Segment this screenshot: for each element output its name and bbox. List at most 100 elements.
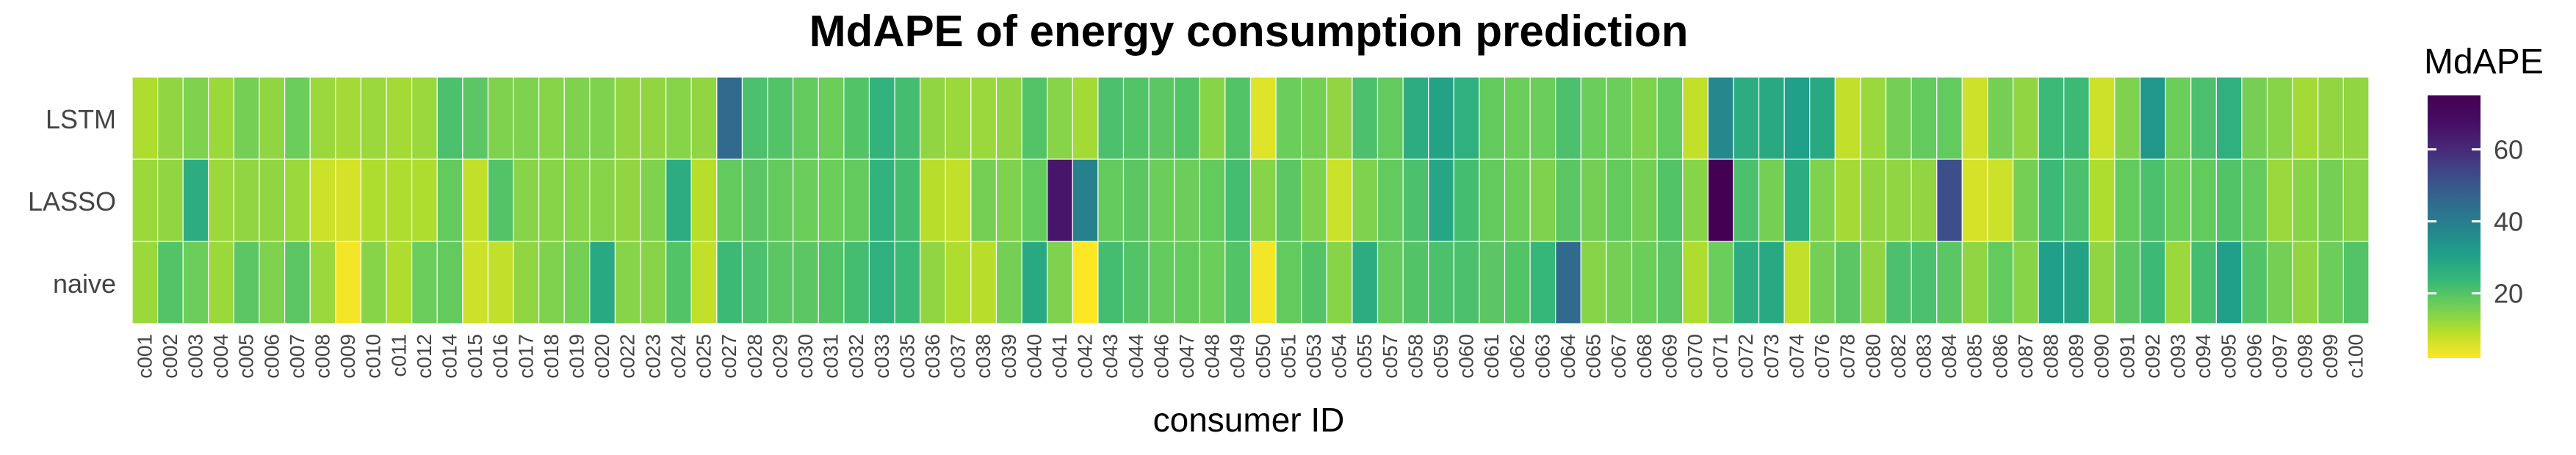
- heatmap-cell: [1656, 159, 1684, 242]
- heatmap-cell: [716, 159, 743, 242]
- column-label: c002: [159, 334, 181, 379]
- heatmap-cell: [945, 159, 972, 242]
- heatmap-cell: [2241, 159, 2268, 242]
- heatmap-cell: [1148, 241, 1175, 324]
- column-label: c007: [286, 334, 309, 379]
- heatmap-cell: [182, 159, 209, 242]
- heatmap-cell: [1199, 76, 1226, 160]
- heatmap-cell: [2114, 241, 2141, 324]
- heatmap-cell: [309, 159, 336, 242]
- heatmap-cell: [487, 76, 514, 160]
- heatmap-cell: [2190, 76, 2217, 160]
- heatmap-cell: [1961, 159, 1988, 242]
- heatmap-cell: [2241, 241, 2268, 324]
- heatmap-cell: [767, 76, 794, 160]
- column-label: c087: [2014, 334, 2037, 379]
- column-label: c072: [1734, 334, 1757, 379]
- heatmap-cell: [1809, 76, 1836, 160]
- column-label: c051: [1277, 334, 1299, 379]
- heatmap-cell: [1148, 76, 1175, 160]
- heatmap-cell: [843, 241, 870, 324]
- heatmap-cell: [1021, 76, 1048, 160]
- heatmap-cell: [2114, 159, 2141, 242]
- heatmap-cell: [2139, 159, 2166, 242]
- column-label: c074: [1785, 334, 1808, 379]
- heatmap-cell: [1402, 241, 1429, 324]
- heatmap-cell: [894, 159, 921, 242]
- heatmap-cell: [1174, 241, 1200, 324]
- column-label: c014: [439, 334, 461, 379]
- column-label: c012: [413, 334, 436, 379]
- heatmap-cell: [538, 241, 565, 324]
- heatmap-cell: [1809, 241, 1836, 324]
- heatmap-cell: [2215, 241, 2243, 324]
- heatmap-cell: [1224, 159, 1252, 242]
- heatmap-cell: [1885, 76, 1912, 160]
- heatmap-cell: [1860, 159, 1887, 242]
- heatmap-cell: [818, 159, 845, 242]
- heatmap-cell: [2114, 76, 2141, 160]
- heatmap-cell: [945, 241, 972, 324]
- heatmap-cell: [1453, 159, 1480, 242]
- heatmap-cell: [1834, 159, 1861, 242]
- heatmap-cell: [233, 76, 260, 160]
- heatmap-cell: [1707, 159, 1734, 242]
- heatmap-cell: [1275, 159, 1302, 242]
- heatmap-cell: [2342, 159, 2370, 242]
- heatmap-cell: [665, 76, 692, 160]
- x-axis-label: consumer ID: [1153, 401, 1345, 439]
- heatmap-cell: [2292, 76, 2319, 160]
- heatmap-cell: [945, 76, 972, 160]
- heatmap-cell: [2165, 241, 2192, 324]
- heatmap-cell: [818, 76, 845, 160]
- column-label: c097: [2268, 334, 2291, 379]
- heatmap-cell: [1174, 159, 1200, 242]
- heatmap-cell: [1428, 76, 1454, 160]
- heatmap-cell: [1580, 159, 1607, 242]
- heatmap-cell: [2266, 76, 2293, 160]
- heatmap-cell: [1097, 241, 1125, 324]
- heatmap-cell: [131, 241, 159, 324]
- heatmap-cell: [513, 159, 540, 242]
- column-label: c030: [794, 334, 817, 379]
- heatmap-cell: [1199, 159, 1226, 242]
- column-label: c069: [1658, 334, 1681, 379]
- column-label: c057: [1379, 334, 1401, 379]
- heatmap-cell: [335, 241, 362, 324]
- heatmap-cell: [2165, 159, 2192, 242]
- heatmap-cell: [1224, 241, 1252, 324]
- heatmap-cell: [1783, 241, 1811, 324]
- heatmap-cell: [1961, 76, 1988, 160]
- heatmap-cell: [2241, 76, 2268, 160]
- column-label: c068: [1633, 334, 1656, 379]
- column-label: c065: [1582, 334, 1605, 379]
- heatmap-cell: [894, 76, 921, 160]
- heatmap-cell: [487, 159, 514, 242]
- heatmap-cell: [2063, 76, 2090, 160]
- heatmap-cell: [1758, 159, 1785, 242]
- heatmap-cell: [690, 76, 718, 160]
- heatmap-cell: [411, 76, 438, 160]
- heatmap-cell: [1783, 159, 1811, 242]
- heatmap-cell: [1682, 159, 1709, 242]
- heatmap-cell: [1936, 241, 1963, 324]
- heatmap-cell: [360, 241, 387, 324]
- row-label-lasso: LASSO: [28, 186, 116, 216]
- heatmap-cell: [335, 159, 362, 242]
- heatmap-cell: [1301, 159, 1327, 242]
- column-label: c008: [311, 334, 334, 379]
- column-label: c046: [1150, 334, 1172, 379]
- column-label: c020: [591, 334, 613, 379]
- heatmap-cell: [2342, 241, 2370, 324]
- heatmap-cell: [1733, 241, 1760, 324]
- column-label: c029: [768, 334, 791, 379]
- column-label: c099: [2319, 334, 2342, 379]
- heatmap-cell: [411, 241, 438, 324]
- column-label: c001: [133, 334, 156, 379]
- heatmap-cell: [2215, 76, 2243, 160]
- heatmap-cell: [1504, 241, 1531, 324]
- heatmap-cell: [1377, 241, 1404, 324]
- heatmap-cell: [131, 76, 159, 160]
- heatmap-cell: [131, 159, 159, 242]
